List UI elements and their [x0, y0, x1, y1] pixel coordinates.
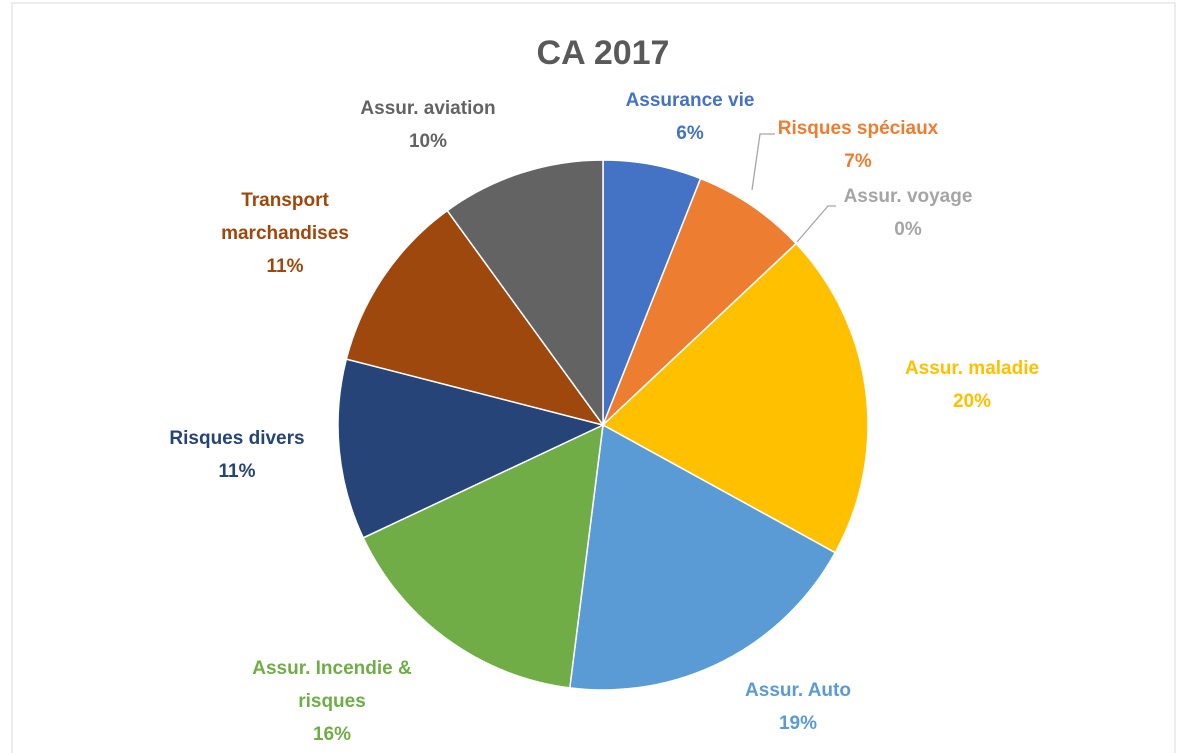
pie-slice [601, 242, 869, 554]
value-label: 20% [952, 391, 992, 412]
data-label: Risques spéciaux 7% [738, 112, 978, 178]
category-label: Assur. Incendie & risques [252, 658, 412, 712]
pie-slice [446, 159, 604, 428]
value-label: 11% [266, 256, 304, 277]
pie-slice [345, 209, 605, 427]
value-label: 10% [408, 131, 448, 152]
value-label: 0% [894, 219, 922, 240]
data-label: Assur. Incendie & risques 16% [217, 652, 447, 751]
value-label: 19% [778, 713, 818, 734]
leader-line [796, 205, 836, 243]
data-label: Transport marchandises 11% [200, 184, 370, 283]
category-label: Assur. Auto [745, 680, 851, 701]
data-label: Assur. voyage 0% [808, 180, 1008, 246]
data-label: Assur. aviation 10% [328, 92, 528, 158]
chart-title: CA 2017 [537, 34, 670, 72]
value-label: 11% [218, 461, 256, 482]
pie-slice [568, 423, 837, 691]
data-label: Assurance vie 6% [580, 84, 800, 150]
value-label: 16% [312, 724, 352, 745]
value-label: 7% [844, 151, 872, 172]
category-label: Assur. aviation [360, 98, 496, 119]
leader-line [751, 133, 775, 191]
pie-slice [362, 423, 604, 689]
category-label: Assur. voyage [843, 186, 973, 207]
data-label: Assur. Auto 19% [698, 674, 898, 740]
pie-slice [337, 358, 606, 539]
data-label: Assur. maladie 20% [872, 352, 1072, 418]
category-label: Risques spéciaux [777, 118, 939, 139]
pie-slice [602, 177, 798, 426]
value-label: 6% [676, 123, 704, 144]
category-label: Assur. maladie [904, 358, 1040, 379]
category-label: Risques divers [169, 428, 305, 449]
pie [337, 159, 869, 691]
data-label: Risques divers 11% [137, 422, 337, 488]
category-label: Assurance vie [625, 90, 755, 111]
category-label: Transport marchandises [221, 190, 349, 244]
